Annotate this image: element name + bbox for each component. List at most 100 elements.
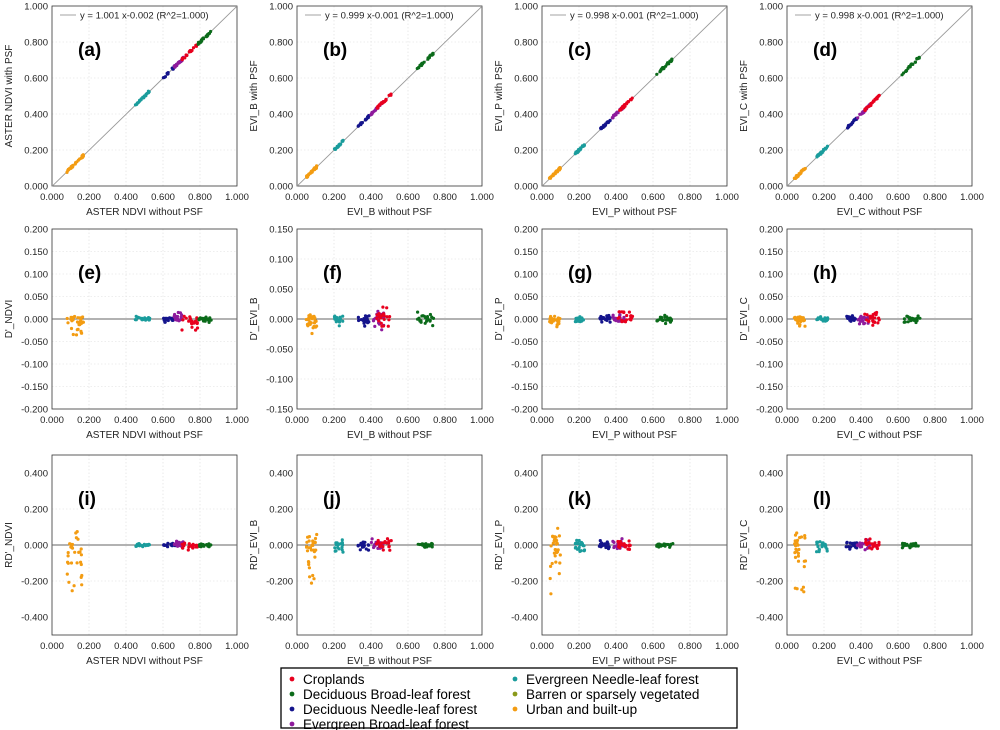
y-tick-label: 0.400 bbox=[759, 469, 783, 480]
y-tick-label: -0.400 bbox=[511, 613, 538, 624]
data-point-urban bbox=[548, 316, 552, 320]
data-point-ebf bbox=[178, 311, 182, 315]
data-point-dnf bbox=[166, 318, 170, 323]
panel-l: 0.000 0.200 0.400 0.600 0.800 1.000 -0.400 -0.2… bbox=[739, 454, 984, 667]
x-axis-label: EVI_P without PSF bbox=[592, 656, 677, 667]
x-axis-label: EVI_P without PSF bbox=[592, 207, 677, 218]
x-tick-label: 0.600 bbox=[396, 192, 420, 203]
x-tick-label: 1.000 bbox=[470, 192, 494, 203]
data-point-crop bbox=[628, 543, 632, 548]
x-axis-label: EVI_P without PSF bbox=[592, 430, 677, 441]
data-point-dnf bbox=[165, 72, 170, 76]
data-point-urban bbox=[313, 536, 318, 541]
data-point-crop bbox=[625, 313, 629, 318]
x-tick-label: 0.000 bbox=[285, 641, 309, 652]
data-point-urban bbox=[556, 526, 560, 530]
y-tick-label: 0.200 bbox=[514, 505, 538, 516]
y-tick-label: -0.050 bbox=[266, 345, 293, 356]
legend-marker bbox=[512, 691, 518, 697]
x-tick-label: 0.000 bbox=[285, 415, 309, 426]
data-point-enf bbox=[335, 541, 339, 545]
data-point-dnf bbox=[367, 320, 371, 324]
legend-label: Barren or sparsely vegetated bbox=[526, 687, 699, 702]
x-tick-label: 0.000 bbox=[775, 192, 799, 203]
data-point-dnf bbox=[852, 544, 856, 548]
data-point-urban bbox=[796, 551, 801, 556]
data-point-crop bbox=[189, 544, 193, 548]
data-point-enf bbox=[340, 538, 344, 542]
data-point-ebf bbox=[610, 116, 615, 120]
data-point-urban bbox=[68, 542, 72, 546]
data-point-dbf bbox=[428, 319, 432, 323]
data-point-crop bbox=[389, 93, 393, 97]
data-points bbox=[792, 55, 921, 180]
data-point-enf bbox=[582, 544, 586, 548]
data-point-urban bbox=[553, 554, 557, 558]
y-tick-label: 0.200 bbox=[514, 225, 538, 236]
data-point-dbf bbox=[661, 318, 666, 322]
data-point-dbf bbox=[203, 319, 207, 323]
data-point-urban bbox=[307, 539, 311, 543]
legend-item-urban: Urban and built-up bbox=[512, 702, 637, 717]
data-point-urban bbox=[558, 166, 562, 170]
data-point-urban bbox=[73, 550, 77, 554]
data-point-crop bbox=[382, 317, 386, 321]
data-point-dnf bbox=[170, 318, 174, 322]
data-point-urban bbox=[309, 170, 313, 174]
data-point-dnf bbox=[846, 545, 851, 549]
x-tick-label: 0.800 bbox=[923, 192, 947, 203]
data-point-crop bbox=[184, 316, 188, 320]
x-tick-label: 0.000 bbox=[285, 192, 309, 203]
data-point-crop bbox=[387, 318, 391, 322]
data-point-dbf bbox=[909, 542, 913, 546]
y-tick-label: 0.000 bbox=[759, 541, 783, 552]
y-tick-label: -0.050 bbox=[756, 337, 783, 348]
panel-label: (g) bbox=[568, 263, 592, 284]
legend-label: Croplands bbox=[303, 672, 365, 687]
data-point-urban bbox=[65, 572, 69, 576]
y-tick-label: 0.150 bbox=[24, 247, 48, 258]
data-point-urban bbox=[803, 324, 807, 328]
y-tick-label: -0.200 bbox=[756, 577, 783, 588]
data-point-urban bbox=[310, 543, 314, 548]
data-point-dnf bbox=[844, 545, 848, 549]
data-point-urban bbox=[794, 547, 798, 551]
data-point-crop bbox=[379, 542, 383, 546]
y-tick-label: 0.400 bbox=[269, 110, 293, 121]
y-tick-label: 1.000 bbox=[514, 2, 538, 13]
data-point-dnf bbox=[606, 120, 610, 124]
y-axis-label: EVI_B with PSF bbox=[249, 60, 260, 131]
x-tick-label: 0.600 bbox=[886, 641, 910, 652]
y-tick-label: 1.000 bbox=[269, 2, 293, 13]
data-point-urban bbox=[797, 547, 801, 552]
data-point-dbf bbox=[201, 543, 205, 547]
data-point-crop bbox=[381, 305, 385, 309]
data-point-urban bbox=[71, 332, 75, 337]
x-tick-label: 0.800 bbox=[188, 415, 212, 426]
data-point-crop bbox=[387, 539, 391, 543]
data-point-urban bbox=[307, 562, 311, 567]
data-point-dbf bbox=[662, 66, 666, 70]
x-tick-label: 0.200 bbox=[77, 415, 101, 426]
data-point-crop bbox=[877, 316, 881, 320]
data-point-urban bbox=[312, 314, 316, 318]
data-point-enf bbox=[333, 147, 337, 151]
data-point-enf bbox=[575, 538, 579, 543]
data-point-dnf bbox=[848, 318, 852, 322]
panel-a: 0.000 0.200 0.400 0.600 0.800 1.000 0.000 0.200… bbox=[4, 2, 249, 219]
data-point-crop bbox=[381, 100, 385, 105]
data-point-urban bbox=[70, 164, 74, 168]
x-tick-label: 0.000 bbox=[530, 641, 554, 652]
data-point-enf bbox=[821, 541, 825, 545]
data-point-crop bbox=[616, 539, 620, 544]
x-tick-label: 0.200 bbox=[812, 641, 836, 652]
data-point-urban bbox=[70, 589, 74, 593]
data-point-dbf bbox=[426, 543, 430, 547]
data-point-dnf bbox=[362, 321, 366, 325]
data-point-crop bbox=[375, 542, 379, 546]
data-point-enf bbox=[815, 317, 819, 321]
data-point-enf bbox=[341, 314, 345, 318]
y-tick-label: 0.000 bbox=[24, 541, 48, 552]
x-tick-label: 0.600 bbox=[151, 641, 175, 652]
data-point-urban bbox=[313, 555, 317, 559]
